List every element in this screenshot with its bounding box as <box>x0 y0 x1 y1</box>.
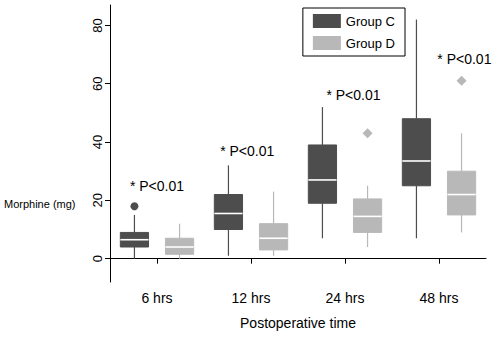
svg-text:* P<0.01: * P<0.01 <box>220 143 274 159</box>
svg-text:Morphine (mg): Morphine (mg) <box>4 198 76 210</box>
svg-text:* P<0.01: * P<0.01 <box>130 178 184 194</box>
svg-text:0: 0 <box>90 255 105 262</box>
svg-text:48 hrs: 48 hrs <box>420 290 459 306</box>
svg-text:20: 20 <box>90 193 105 207</box>
svg-text:24 hrs: 24 hrs <box>326 290 365 306</box>
svg-text:Postoperative time: Postoperative time <box>240 315 356 331</box>
svg-text:* P<0.01: * P<0.01 <box>326 87 380 103</box>
svg-text:40: 40 <box>90 135 105 149</box>
svg-text:Group D: Group D <box>346 36 395 51</box>
svg-text:60: 60 <box>90 76 105 90</box>
svg-text:12 hrs: 12 hrs <box>232 290 271 306</box>
svg-text:6 hrs: 6 hrs <box>141 290 172 306</box>
svg-text:Group C: Group C <box>346 14 395 29</box>
svg-text:80: 80 <box>90 18 105 32</box>
svg-text:* P<0.01: * P<0.01 <box>437 51 491 67</box>
